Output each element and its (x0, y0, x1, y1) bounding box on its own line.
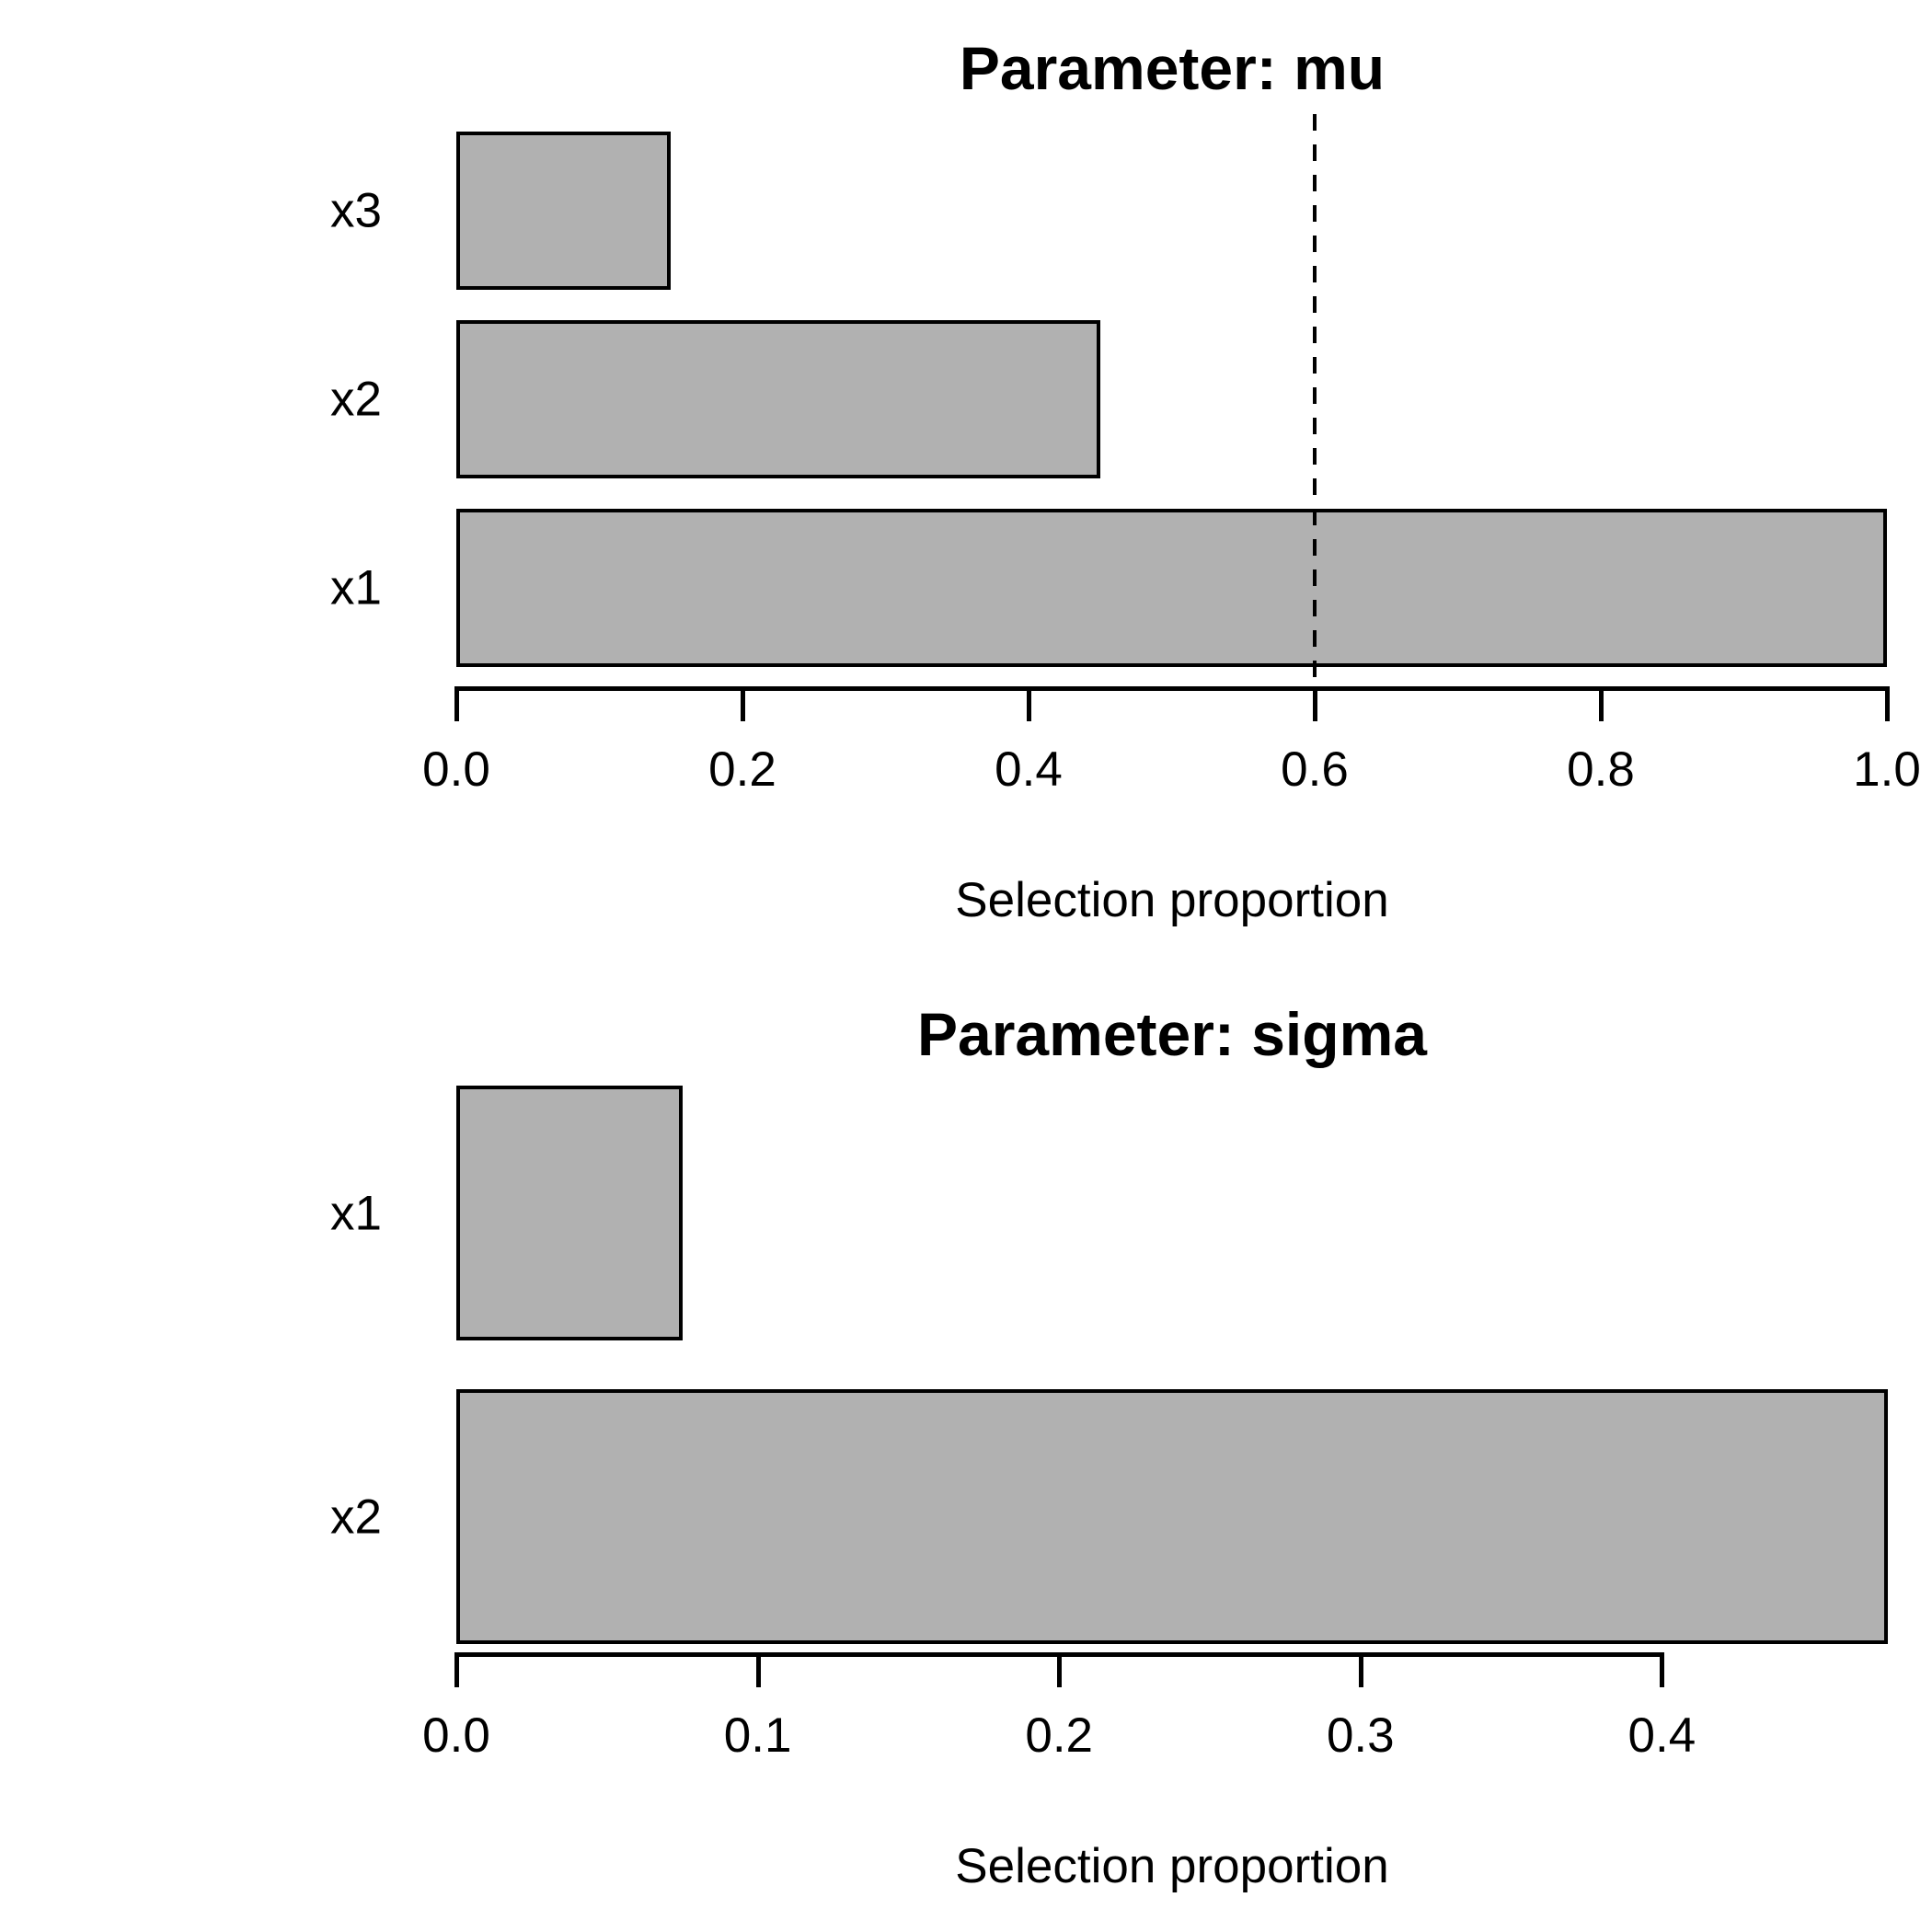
chart-panel-mu: Parameter: mu x3 x2 x1 0.0 0.2 0.4 0.6 0.8 1.0 S… (330, 34, 1921, 927)
x-axis-tick (454, 691, 459, 721)
bar-x3 (456, 132, 671, 290)
x-axis-tick-label: 0.1 (723, 1708, 792, 1763)
x-axis-tick (1885, 691, 1890, 721)
category-label: x1 (330, 560, 382, 615)
bar-x2 (456, 320, 1100, 478)
bar-x1 (456, 509, 1887, 667)
x-axis-tick (1660, 1657, 1665, 1687)
x-axis-tick (741, 691, 745, 721)
x-axis-tick (1027, 691, 1031, 721)
x-axis-tick (454, 1657, 459, 1687)
category-label: x1 (330, 1186, 382, 1240)
x-axis-tick-label: 0.8 (1567, 742, 1635, 797)
x-axis-label: Selection proportion (955, 1839, 1389, 1893)
x-axis-tick (1599, 691, 1604, 721)
x-axis-tick-label: 0.4 (1627, 1708, 1696, 1763)
plot-area: x3 x2 x1 0.0 0.2 0.4 0.6 0.8 1.0 (330, 114, 1921, 797)
x-axis-tick-label: 0.2 (1025, 1708, 1094, 1763)
x-axis-tick-label: 1.0 (1853, 742, 1921, 797)
bar-x1 (456, 1086, 683, 1340)
x-axis-tick-label: 0.0 (422, 1708, 490, 1763)
category-label: x3 (330, 183, 382, 238)
threshold-dashed-line (1313, 114, 1317, 690)
chart-title: Parameter: sigma (917, 1000, 1427, 1068)
category-label: x2 (330, 1489, 382, 1544)
x-axis-tick (1358, 1657, 1363, 1687)
x-axis-tick-label: 0.2 (708, 742, 776, 797)
x-axis-tick-label: 0.6 (1281, 742, 1349, 797)
category-label: x2 (330, 372, 382, 427)
x-axis-tick (1313, 691, 1317, 721)
x-axis-tick-label: 0.0 (422, 742, 490, 797)
chart-title: Parameter: mu (959, 34, 1386, 102)
chart-panel-sigma: Parameter: sigma x1 x2 0.0 0.1 0.2 0.3 0.4 Sel… (0, 966, 1932, 1932)
x-axis-label: Selection proportion (955, 873, 1389, 927)
bar-x2 (456, 1389, 1888, 1644)
x-axis-line (454, 1652, 1665, 1657)
x-axis-tick-label: 0.4 (995, 742, 1063, 797)
x-axis-line (454, 686, 1890, 691)
plot-area: x1 x2 0.0 0.1 0.2 0.3 0.4 (0, 966, 1932, 1932)
x-axis-tick (755, 1657, 761, 1687)
x-axis-tick-label: 0.3 (1326, 1708, 1395, 1763)
x-axis-tick (1057, 1657, 1063, 1687)
